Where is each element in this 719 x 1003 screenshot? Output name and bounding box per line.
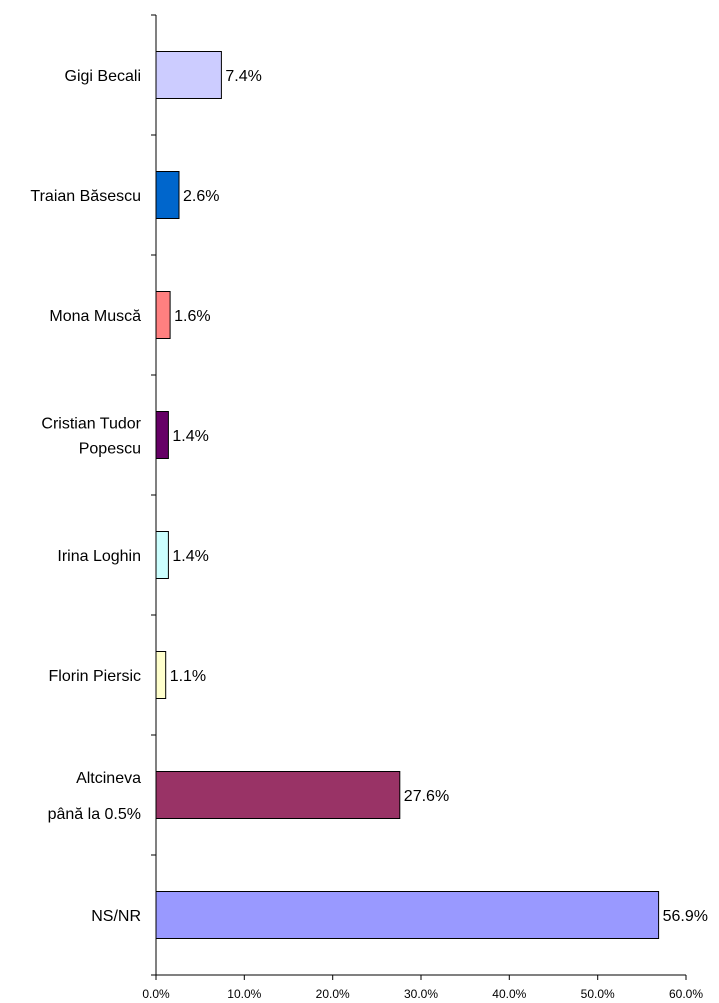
bar [155, 891, 660, 939]
x-tick-label: 40.0% [492, 987, 526, 1001]
x-tick-label: 10.0% [227, 987, 261, 1001]
category-label: Irina Loghin [57, 548, 141, 565]
category-label: Mona Muscă [49, 308, 141, 325]
bar [155, 411, 169, 459]
category-label: Gigi Becali [65, 68, 141, 85]
bar-value-label: 7.4% [225, 68, 261, 85]
bar [155, 771, 401, 819]
category-label: Popescu [79, 441, 141, 458]
bar-value-label: 27.6% [404, 788, 449, 805]
x-tick-label: 50.0% [581, 987, 615, 1001]
category-label: Altcineva [76, 770, 141, 787]
bar-value-label: 2.6% [183, 188, 219, 205]
bar [155, 531, 169, 579]
bar-value-label: 1.1% [170, 668, 206, 685]
category-label: până la 0.5% [48, 806, 141, 823]
bar [155, 291, 171, 339]
category-label: Cristian Tudor [41, 416, 141, 433]
bar [155, 51, 222, 99]
bar [155, 171, 180, 219]
bars-layer [155, 51, 660, 939]
axes-layer [151, 14, 687, 980]
bar-value-label: 1.4% [172, 548, 208, 565]
bar [155, 651, 167, 699]
bar-value-label: 56.9% [663, 908, 708, 925]
x-tick-label: 20.0% [316, 987, 350, 1001]
category-label: NS/NR [91, 908, 141, 925]
labels-layer: 7.4% Gigi Becali 2.6% Traian Băsescu 1.6% Mon… [30, 68, 708, 1001]
bar-value-label: 1.6% [174, 308, 210, 325]
x-tick-label: 30.0% [404, 987, 438, 1001]
bar-value-label: 1.4% [172, 428, 208, 445]
x-tick-label: 0.0% [142, 987, 170, 1001]
category-label: Florin Piersic [49, 668, 141, 685]
category-label: Traian Băsescu [30, 188, 141, 205]
x-tick-label: 60.0% [669, 987, 703, 1001]
